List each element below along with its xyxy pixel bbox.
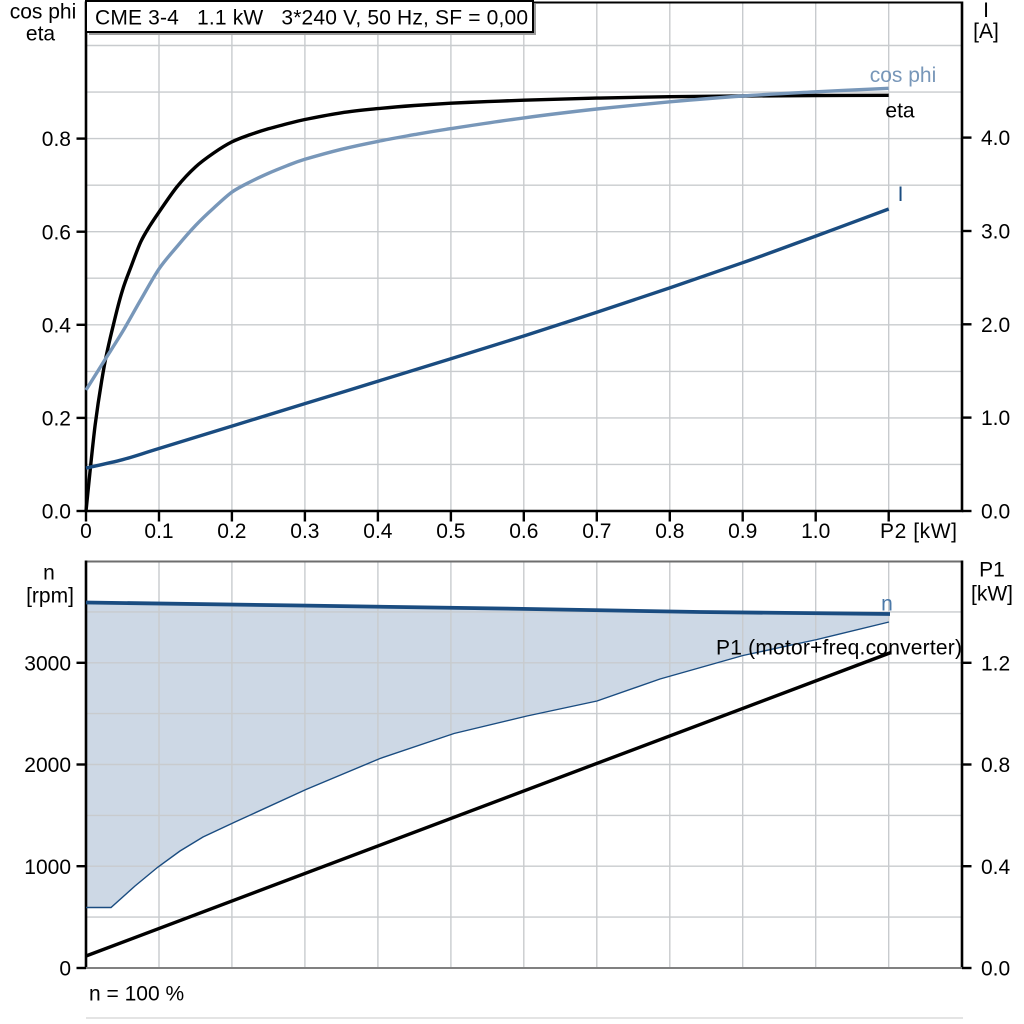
svg-text:0.9: 0.9 bbox=[728, 520, 757, 543]
svg-text:0.0: 0.0 bbox=[42, 501, 71, 524]
svg-text:eta: eta bbox=[885, 100, 915, 123]
svg-text:0: 0 bbox=[59, 958, 71, 981]
svg-text:0.6: 0.6 bbox=[42, 221, 71, 244]
svg-text:0.4: 0.4 bbox=[42, 314, 72, 337]
svg-text:1.2: 1.2 bbox=[981, 652, 1010, 675]
svg-text:4.0: 4.0 bbox=[981, 127, 1010, 150]
svg-text:CME 3-4 1.1 kW 3*240 V, 50: CME 3-4 1.1 kW 3*240 V, 50 Hz, SF = 0,00 bbox=[95, 7, 528, 30]
svg-text:3.0: 3.0 bbox=[981, 221, 1010, 244]
svg-text:2.0: 2.0 bbox=[981, 314, 1010, 337]
svg-text:0.0: 0.0 bbox=[981, 958, 1010, 981]
svg-text:1000: 1000 bbox=[24, 856, 71, 879]
svg-text:eta: eta bbox=[26, 23, 56, 46]
svg-text:P2 [kW]: P2 [kW] bbox=[880, 520, 957, 543]
svg-text:1.0: 1.0 bbox=[981, 407, 1010, 430]
svg-text:0.8: 0.8 bbox=[655, 520, 684, 543]
svg-text:0: 0 bbox=[80, 520, 92, 543]
svg-text:0.4: 0.4 bbox=[981, 856, 1011, 879]
svg-text:0.7: 0.7 bbox=[582, 520, 611, 543]
svg-text:0.4: 0.4 bbox=[363, 520, 393, 543]
svg-text:P1 (motor+freq.converter): P1 (motor+freq.converter) bbox=[716, 637, 962, 660]
svg-text:0.8: 0.8 bbox=[42, 128, 71, 151]
svg-text:n: n bbox=[881, 593, 893, 616]
svg-text:0.2: 0.2 bbox=[42, 408, 71, 431]
svg-text:0.8: 0.8 bbox=[981, 754, 1010, 777]
svg-text:[A]: [A] bbox=[973, 20, 999, 43]
svg-text:1.0: 1.0 bbox=[801, 520, 830, 543]
svg-text:3000: 3000 bbox=[24, 652, 71, 675]
svg-text:2000: 2000 bbox=[24, 754, 71, 777]
svg-text:0.3: 0.3 bbox=[290, 520, 319, 543]
svg-text:0.5: 0.5 bbox=[436, 520, 465, 543]
svg-text:n = 100 %: n = 100 % bbox=[89, 983, 184, 1006]
svg-text:P1: P1 bbox=[979, 559, 1005, 582]
svg-text:[kW]: [kW] bbox=[971, 583, 1013, 606]
svg-text:cos phi: cos phi bbox=[870, 64, 937, 87]
svg-text:cos phi: cos phi bbox=[10, 1, 77, 24]
svg-text:0.0: 0.0 bbox=[981, 501, 1010, 524]
svg-text:0.1: 0.1 bbox=[144, 520, 173, 543]
svg-text:n: n bbox=[43, 562, 55, 585]
svg-text:I: I bbox=[898, 183, 904, 206]
svg-text:0.2: 0.2 bbox=[217, 520, 246, 543]
svg-text:0.6: 0.6 bbox=[509, 520, 538, 543]
svg-text:I: I bbox=[983, 0, 989, 22]
svg-text:[rpm]: [rpm] bbox=[26, 585, 74, 608]
